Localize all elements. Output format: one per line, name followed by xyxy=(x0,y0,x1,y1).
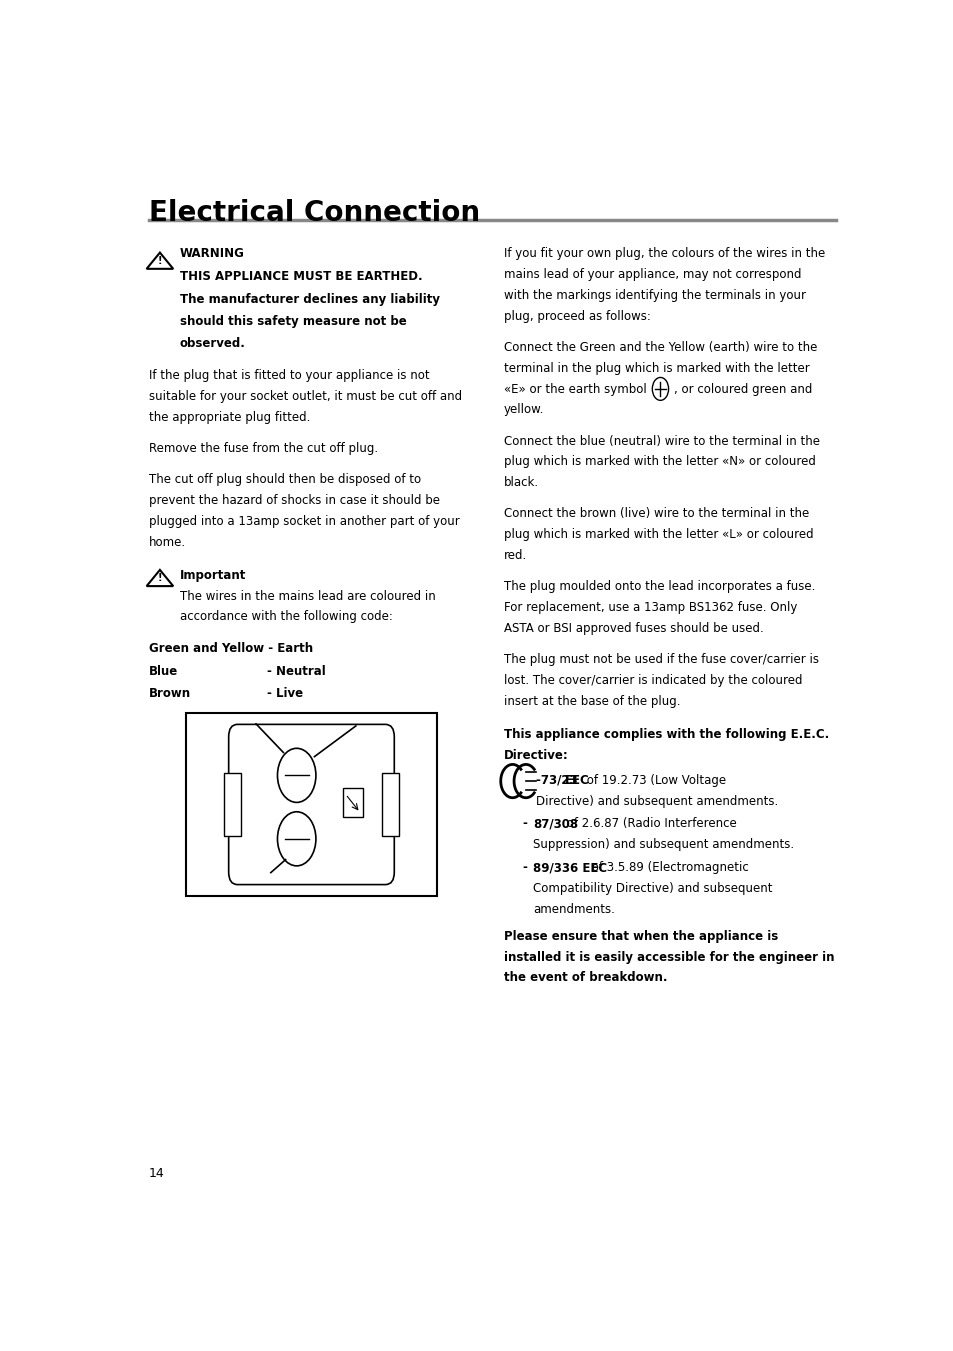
Text: The manufacturer declines any liability: The manufacturer declines any liability xyxy=(180,293,439,307)
Circle shape xyxy=(277,748,315,802)
Text: Please ensure that when the appliance is: Please ensure that when the appliance is xyxy=(503,929,777,943)
Text: THIS APPLIANCE MUST BE EARTHED.: THIS APPLIANCE MUST BE EARTHED. xyxy=(180,270,422,284)
Text: !: ! xyxy=(157,257,162,266)
Text: installed it is easily accessible for the engineer in: installed it is easily accessible for th… xyxy=(503,951,833,963)
Text: Remove the fuse from the cut off plug.: Remove the fuse from the cut off plug. xyxy=(149,442,377,455)
Circle shape xyxy=(277,812,315,866)
Text: plug which is marked with the letter «N» or coloured: plug which is marked with the letter «N»… xyxy=(503,455,815,469)
Text: Connect the blue (neutral) wire to the terminal in the: Connect the blue (neutral) wire to the t… xyxy=(503,435,819,447)
Text: the appropriate plug fitted.: the appropriate plug fitted. xyxy=(149,411,310,424)
Text: Connect the Green and the Yellow (earth) wire to the: Connect the Green and the Yellow (earth)… xyxy=(503,340,816,354)
Text: the event of breakdown.: the event of breakdown. xyxy=(503,971,666,985)
Text: EEC: EEC xyxy=(564,774,589,786)
Text: home.: home. xyxy=(149,535,186,549)
Text: For replacement, use a 13amp BS1362 fuse. Only: For replacement, use a 13amp BS1362 fuse… xyxy=(503,601,797,615)
Text: Directive) and subsequent amendments.: Directive) and subsequent amendments. xyxy=(536,794,778,808)
Text: lost. The cover/carrier is indicated by the coloured: lost. The cover/carrier is indicated by … xyxy=(503,674,801,686)
Text: red.: red. xyxy=(503,549,526,562)
Text: observed.: observed. xyxy=(180,336,246,350)
Text: accordance with the following code:: accordance with the following code: xyxy=(180,611,393,623)
Text: Suppression) and subsequent amendments.: Suppression) and subsequent amendments. xyxy=(533,839,794,851)
Text: ASTA or BSI approved fuses should be used.: ASTA or BSI approved fuses should be use… xyxy=(503,621,762,635)
Text: Connect the brown (live) wire to the terminal in the: Connect the brown (live) wire to the ter… xyxy=(503,508,808,520)
Text: should this safety measure not be: should this safety measure not be xyxy=(180,315,406,328)
Text: plugged into a 13amp socket in another part of your: plugged into a 13amp socket in another p… xyxy=(149,515,459,528)
Text: Electrical Connection: Electrical Connection xyxy=(149,199,479,227)
Text: If the plug that is fitted to your appliance is not: If the plug that is fitted to your appli… xyxy=(149,369,429,382)
Text: Green and Yellow - Earth: Green and Yellow - Earth xyxy=(149,642,313,655)
Text: -: - xyxy=(521,817,526,831)
Text: with the markings identifying the terminals in your: with the markings identifying the termin… xyxy=(503,289,805,303)
Text: 14: 14 xyxy=(149,1166,165,1179)
Text: The plug moulded onto the lead incorporates a fuse.: The plug moulded onto the lead incorpora… xyxy=(503,581,814,593)
Text: insert at the base of the plug.: insert at the base of the plug. xyxy=(503,694,679,708)
FancyBboxPatch shape xyxy=(229,724,394,885)
Text: amendments.: amendments. xyxy=(533,902,615,916)
Text: - Neutral: - Neutral xyxy=(267,665,326,678)
Text: -73/23: -73/23 xyxy=(536,774,585,786)
Text: plug, proceed as follows:: plug, proceed as follows: xyxy=(503,309,650,323)
Text: prevent the hazard of shocks in case it should be: prevent the hazard of shocks in case it … xyxy=(149,494,439,507)
Text: Compatibility Directive) and subsequent: Compatibility Directive) and subsequent xyxy=(533,882,772,894)
Text: terminal in the plug which is marked with the letter: terminal in the plug which is marked wit… xyxy=(503,362,808,374)
Circle shape xyxy=(652,377,668,400)
Text: of 2.6.87 (Radio Interference: of 2.6.87 (Radio Interference xyxy=(562,817,736,831)
Text: 89/336 EEC: 89/336 EEC xyxy=(533,861,607,874)
Text: «E» or the earth symbol: «E» or the earth symbol xyxy=(503,382,646,396)
Text: 87/308: 87/308 xyxy=(533,817,578,831)
Bar xyxy=(382,773,398,836)
Text: If you fit your own plug, the colours of the wires in the: If you fit your own plug, the colours of… xyxy=(503,247,824,261)
Text: Brown: Brown xyxy=(149,688,191,700)
Text: The cut off plug should then be disposed of to: The cut off plug should then be disposed… xyxy=(149,473,420,486)
Text: Important: Important xyxy=(180,569,246,582)
Text: Directive:: Directive: xyxy=(503,748,568,762)
Text: of 19.2.73 (Low Voltage: of 19.2.73 (Low Voltage xyxy=(582,774,725,786)
Text: !: ! xyxy=(157,573,162,584)
Text: of 3.5.89 (Electromagnetic: of 3.5.89 (Electromagnetic xyxy=(587,861,748,874)
Text: The plug must not be used if the fuse cover/carrier is: The plug must not be used if the fuse co… xyxy=(503,653,818,666)
Bar xyxy=(342,788,363,817)
Text: , or coloured green and: , or coloured green and xyxy=(673,382,811,396)
Text: yellow.: yellow. xyxy=(503,404,543,416)
Text: - Live: - Live xyxy=(267,688,303,700)
Text: The wires in the mains lead are coloured in: The wires in the mains lead are coloured… xyxy=(180,589,436,603)
Text: black.: black. xyxy=(503,477,538,489)
Text: mains lead of your appliance, may not correspond: mains lead of your appliance, may not co… xyxy=(503,269,801,281)
Text: suitable for your socket outlet, it must be cut off and: suitable for your socket outlet, it must… xyxy=(149,390,461,403)
Text: Blue: Blue xyxy=(149,665,178,678)
Text: This appliance complies with the following E.E.C.: This appliance complies with the followi… xyxy=(503,728,828,742)
Text: -: - xyxy=(521,861,526,874)
Bar xyxy=(186,713,436,896)
Text: plug which is marked with the letter «L» or coloured: plug which is marked with the letter «L»… xyxy=(503,528,813,542)
Text: WARNING: WARNING xyxy=(180,247,245,261)
Bar xyxy=(224,773,240,836)
